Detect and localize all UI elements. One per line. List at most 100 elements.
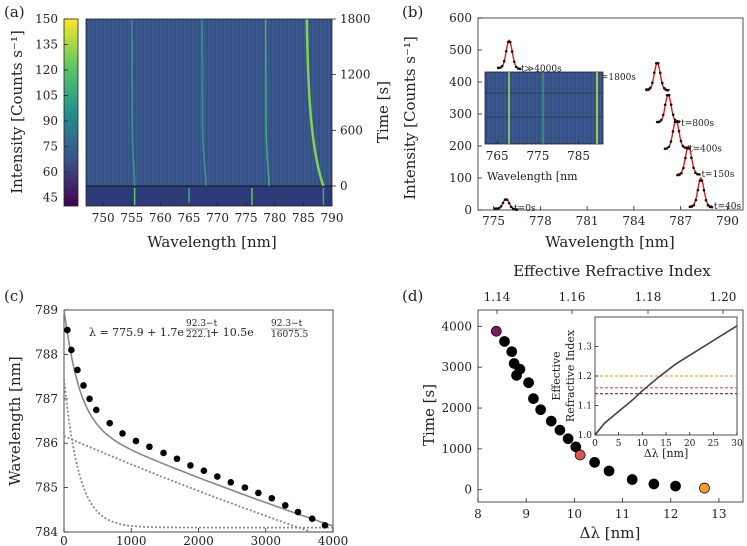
data-point (670, 480, 681, 492)
spectrum-point (683, 146, 687, 149)
spectrum-label: t=0s (514, 204, 536, 214)
panel-b-inset-ticks: 765 775 785 (486, 141, 590, 163)
heatmap-trace (264, 18, 270, 187)
x-tick-label: 760 (149, 211, 172, 225)
x-tick-label: 1000 (116, 534, 147, 546)
spectrum-point (652, 71, 656, 75)
data-point (241, 484, 249, 491)
data-point (626, 474, 638, 485)
spectrum-point (656, 62, 660, 65)
spectrum-point (508, 40, 512, 44)
spectrum-point (698, 179, 702, 182)
spectrum-point (646, 88, 650, 91)
spectrum-point (671, 130, 675, 133)
spectrum-point (669, 103, 673, 106)
spectrum-point (665, 147, 669, 150)
panel-b-axes: 0 100 200 300 400 500 600 775 778 781 784 787 790 (449, 11, 739, 228)
panel-c-fit-curves (63, 309, 334, 533)
x-tick-label: 790 (321, 211, 344, 225)
colorbar-tick-label: 120 (35, 63, 58, 77)
fit-curve (63, 378, 333, 529)
inset-x-tick-label: 20 (684, 439, 696, 449)
spectrum-point (682, 166, 685, 170)
x-tick-label: 12 (663, 507, 678, 521)
spectrum-point (509, 205, 513, 209)
spectrum-fit (689, 176, 712, 207)
x-tick-label: 9 (522, 507, 530, 521)
data-point (86, 395, 93, 403)
colorbar-ticks: 45 60 75 90 105 120 135 150 (35, 12, 68, 205)
colorbar (63, 18, 79, 207)
panel-b-label: (b) (402, 3, 423, 21)
inset-curve (594, 325, 738, 436)
data-point (511, 370, 522, 381)
spectrum-point (501, 201, 505, 205)
spectrum-point (514, 65, 518, 69)
spectrum-point (650, 81, 654, 84)
data-point (255, 489, 262, 497)
panel-d-axes: 0 1000 2000 3000 4000 8 9 10 11 12 13 1.14 1.16 1.18 1… (441, 290, 736, 521)
panel-c-frame (63, 309, 334, 533)
spectrum-label: t=1800s (597, 73, 636, 83)
x-tick-label: 8 (474, 507, 482, 521)
spectrum-point (692, 203, 696, 207)
spectrum-fit (498, 39, 521, 70)
spectrum-point (495, 207, 499, 210)
panel-c-ylabel: Wavelength [nm] (6, 356, 24, 485)
spectrum-point (677, 120, 681, 123)
panel-a-xlabel: Wavelength [nm] (147, 233, 276, 251)
inset-y-tick-label: 1.3 (578, 343, 593, 353)
x-tick-label: 775 (235, 211, 258, 225)
data-point (92, 406, 100, 414)
spectrum-point (512, 60, 516, 63)
panel-a-time-ticks: 0 600 1200 1800 (332, 12, 371, 193)
data-point (281, 502, 289, 509)
spectrum-point (694, 198, 698, 202)
panel-b-spectra: t≫4000s t=1800s t=800s t=400s t=150s t=40s t=0… (493, 39, 742, 214)
fit-curve (63, 435, 333, 533)
spectrum-point (500, 64, 504, 68)
data-point (74, 366, 81, 374)
inset-y-tick-label: 1.0 (578, 431, 593, 441)
data-point (227, 478, 235, 486)
data-point (528, 393, 539, 404)
spectrum-point (678, 173, 681, 177)
x-tick-label: 780 (263, 211, 286, 225)
spectrum-point (677, 129, 681, 133)
x-tick-label: 2000 (183, 534, 214, 546)
inset-y-tick-label: 1.1 (578, 402, 592, 412)
heatmap-trace (130, 18, 136, 187)
x-tick-label: 784 (622, 214, 645, 228)
panel-d-top-label: Effective Refractive Index (513, 262, 711, 280)
x-tick-label: 755 (120, 211, 143, 225)
spectrum-point (515, 208, 519, 211)
data-point (106, 419, 114, 427)
panel-c-axes: 784 785 786 787 788 789 0 1000 2000 3000 4000 (35, 303, 348, 546)
data-point (570, 441, 582, 453)
x-tick-label: 781 (576, 214, 599, 228)
y-tick-label: 500 (449, 43, 472, 57)
spectrum-point (511, 207, 515, 211)
spectrum-point (518, 67, 522, 71)
data-point (200, 467, 208, 475)
data-point (562, 433, 574, 445)
spectrum-point (498, 66, 502, 69)
formula-exp1-num: 92.3−t (186, 319, 218, 329)
y-tick-label: 3000 (441, 360, 472, 374)
panel-a-xticks: 750 755 760 765 770 775 780 785 790 (92, 202, 344, 225)
spectrum-point (493, 207, 497, 210)
spectrum-point (708, 205, 712, 209)
spectrum-point (684, 156, 687, 160)
inset-ylabel-line1: Effective (550, 351, 563, 400)
y-tick-label: 788 (35, 347, 58, 361)
spectrum-point (686, 147, 689, 150)
inset-x-tick-label: 0 (592, 439, 598, 449)
spectrum-point (666, 88, 670, 92)
formula-mid: + 10.5e (210, 326, 254, 339)
y-tick-label: 600 (449, 11, 472, 25)
spectrum-label: t=800s (681, 119, 714, 129)
spectrum-point (665, 93, 669, 97)
spectrum-point (688, 205, 692, 209)
inset-xlabel: Δλ [nm] (644, 447, 689, 460)
data-point (146, 443, 153, 451)
